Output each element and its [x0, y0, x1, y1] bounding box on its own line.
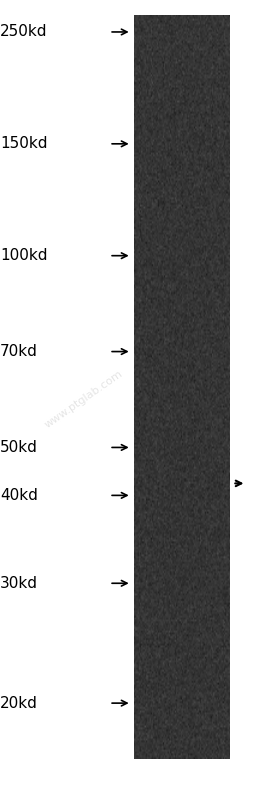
Text: 100kd: 100kd: [0, 248, 48, 263]
Text: 150kd: 150kd: [0, 137, 48, 151]
Text: www.ptglab.com: www.ptglab.com: [43, 369, 125, 430]
Text: 50kd: 50kd: [0, 440, 38, 455]
Text: 30kd: 30kd: [0, 576, 38, 590]
Text: 250kd: 250kd: [0, 25, 48, 39]
FancyBboxPatch shape: [134, 16, 230, 759]
Text: 70kd: 70kd: [0, 344, 38, 359]
Text: 40kd: 40kd: [0, 488, 38, 503]
Text: 20kd: 20kd: [0, 696, 38, 710]
